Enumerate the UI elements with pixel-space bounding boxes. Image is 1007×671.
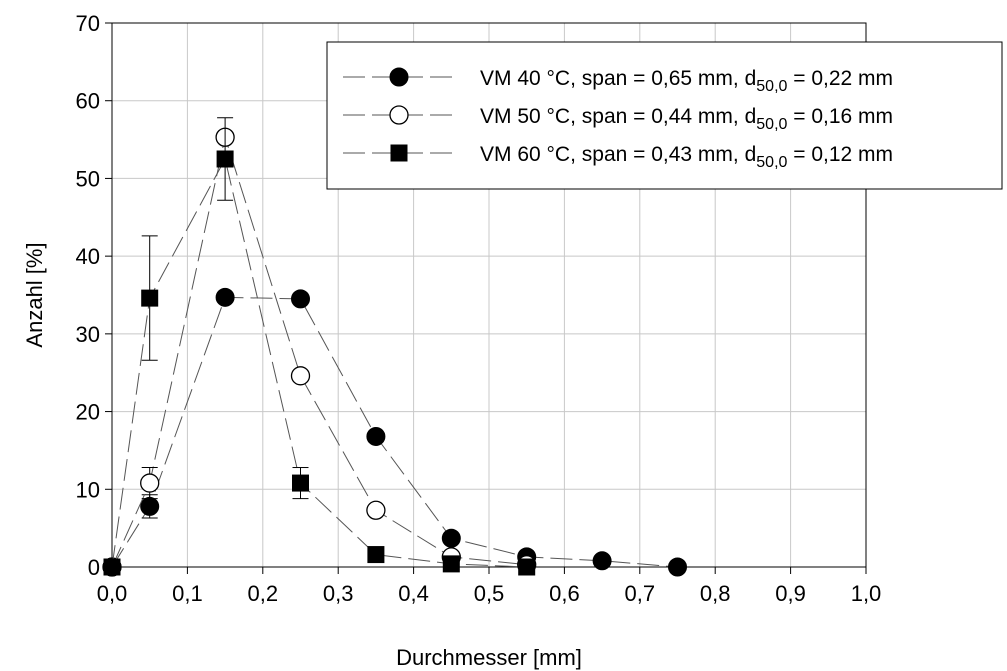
data-point xyxy=(216,150,234,168)
data-point xyxy=(441,528,461,548)
y-tick-label: 0 xyxy=(88,555,100,580)
data-point xyxy=(366,426,386,446)
x-tick-label: 0,7 xyxy=(625,581,656,606)
series-1 xyxy=(102,287,687,577)
series-group xyxy=(102,117,687,577)
data-point xyxy=(140,496,160,516)
x-tick-label: 0,9 xyxy=(775,581,806,606)
data-point xyxy=(366,500,386,520)
data-point xyxy=(668,557,687,577)
series-3 xyxy=(103,117,536,576)
legend: VM 40 °C, span = 0,65 mm, d50,0 = 0,22 m… xyxy=(326,41,1003,190)
data-point xyxy=(290,366,311,386)
x-tick-label: 1,0 xyxy=(851,581,882,606)
legend-entry-1: VM 40 °C, span = 0,65 mm, d50,0 = 0,22 m… xyxy=(343,67,893,95)
x-tick-label: 0,6 xyxy=(549,581,580,606)
legend-label: VM 60 °C, span = 0,43 mm, d50,0 = 0,12 m… xyxy=(480,143,893,171)
x-tick-label: 0,1 xyxy=(172,581,203,606)
legend-marker xyxy=(390,144,408,162)
series-line xyxy=(111,296,678,568)
series-line xyxy=(111,135,527,568)
data-point xyxy=(442,555,460,573)
data-point xyxy=(140,473,160,493)
data-point xyxy=(292,474,309,492)
legend-label: VM 50 °C, span = 0,44 mm, d50,0 = 0,16 m… xyxy=(480,105,893,133)
x-axis-label: Durchmesser [mm] xyxy=(396,645,582,670)
legend-marker xyxy=(389,105,409,125)
y-tick-label: 20 xyxy=(76,400,100,425)
series-2 xyxy=(102,127,537,577)
axis-ticks: 0,0 0,1 0,2 0,3 0,4 0,5 0,6 0,7 0,8 0,9 1,0 0 10 20 30… xyxy=(76,11,882,606)
legend-marker xyxy=(389,67,409,87)
y-axis-label: Anzahl [%] xyxy=(22,242,47,347)
data-point xyxy=(291,289,310,309)
data-point xyxy=(215,287,235,307)
data-point xyxy=(103,558,121,576)
y-tick-label: 30 xyxy=(76,322,100,347)
data-point xyxy=(518,558,536,576)
y-tick-label: 70 xyxy=(76,11,100,36)
x-tick-label: 0,4 xyxy=(398,581,429,606)
legend-entry-2: VM 50 °C, span = 0,44 mm, d50,0 = 0,16 m… xyxy=(343,105,893,133)
data-point xyxy=(592,551,612,571)
x-tick-label: 0,3 xyxy=(323,581,354,606)
data-point xyxy=(367,546,385,564)
y-tick-label: 60 xyxy=(76,89,100,114)
x-tick-label: 0,2 xyxy=(248,581,279,606)
legend-label: VM 40 °C, span = 0,65 mm, d50,0 = 0,22 m… xyxy=(480,67,893,95)
series-line xyxy=(111,157,527,568)
legend-entry-3: VM 60 °C, span = 0,43 mm, d50,0 = 0,12 m… xyxy=(343,143,893,171)
x-tick-label: 0,8 xyxy=(700,581,731,606)
data-point xyxy=(141,289,159,307)
y-tick-label: 10 xyxy=(76,477,100,502)
x-tick-label: 0,0 xyxy=(97,581,128,606)
y-tick-label: 50 xyxy=(76,166,100,191)
x-tick-label: 0,5 xyxy=(474,581,505,606)
y-tick-label: 40 xyxy=(76,244,100,269)
